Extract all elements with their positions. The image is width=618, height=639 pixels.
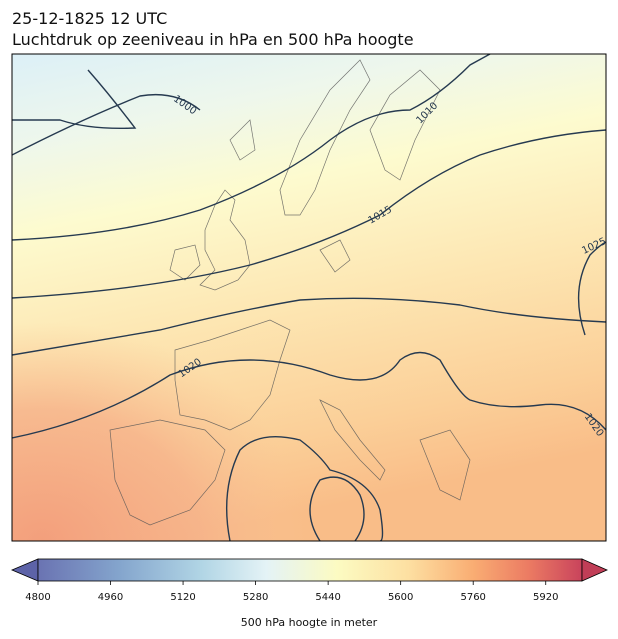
colorbar-tick-label: 5280 xyxy=(243,592,268,603)
colorbar-tick-label: 4960 xyxy=(98,592,123,603)
colorbar-tick-label: 4800 xyxy=(25,592,50,603)
subtitle: Luchtdruk op zeeniveau in hPa en 500 hPa… xyxy=(12,30,414,49)
colorbar-tick-label: 5920 xyxy=(533,592,558,603)
title: 25-12-1825 12 UTC xyxy=(12,9,168,28)
colorbar: 4800 4960 5120 5280 5440 5600 5760 5920 500 hPa… xyxy=(10,558,608,629)
isobars xyxy=(12,54,606,541)
colorbar-tick-label: 5440 xyxy=(315,592,340,603)
colorbar-tick-label: 5120 xyxy=(170,592,195,603)
colorbar-tick-label: 5600 xyxy=(388,592,413,603)
coastlines xyxy=(109,59,471,526)
colorbar-tick-label: 5760 xyxy=(460,592,485,603)
map-frame xyxy=(11,53,607,542)
colorbar-label: 500 hPa hoogte in meter xyxy=(241,616,378,629)
